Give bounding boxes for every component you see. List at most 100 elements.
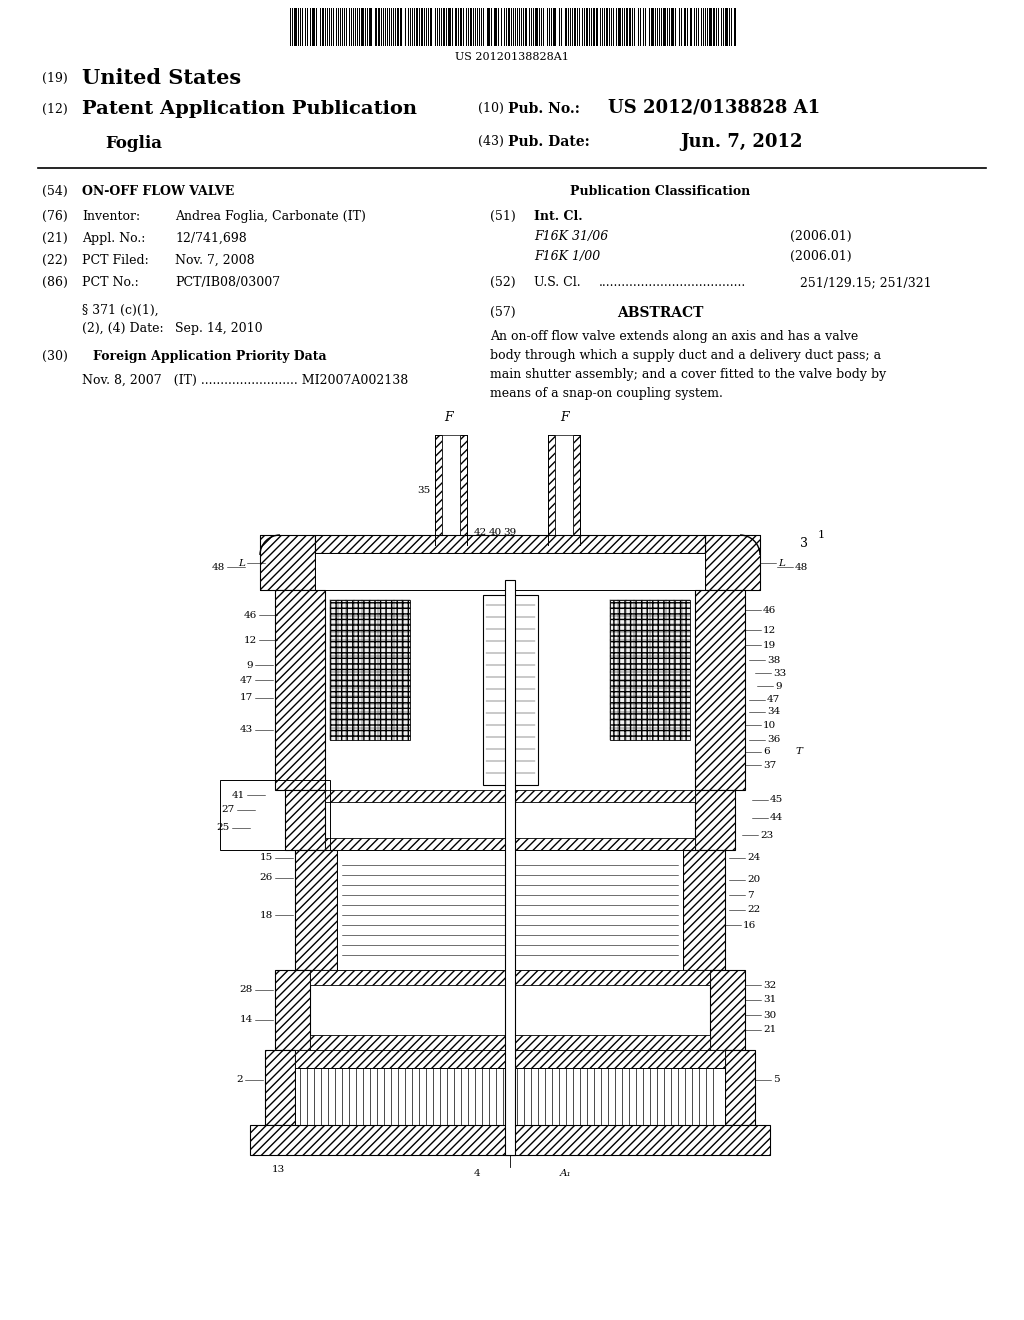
Text: (30): (30) xyxy=(42,350,68,363)
Text: T: T xyxy=(795,747,802,756)
Text: 19: 19 xyxy=(763,640,776,649)
Bar xyxy=(553,8,556,46)
Text: 23: 23 xyxy=(760,830,773,840)
Text: (12): (12) xyxy=(42,103,68,116)
Bar xyxy=(555,436,573,545)
Bar xyxy=(626,8,628,46)
Text: 14: 14 xyxy=(240,1015,253,1024)
Bar xyxy=(294,8,297,46)
Bar xyxy=(369,8,372,46)
Text: Int. Cl.: Int. Cl. xyxy=(534,210,583,223)
Bar xyxy=(596,8,598,46)
Text: 18: 18 xyxy=(260,911,273,920)
Bar xyxy=(535,8,538,46)
Bar xyxy=(285,789,325,850)
Text: Inventor:: Inventor: xyxy=(82,210,140,223)
Bar xyxy=(618,8,621,46)
Text: 1: 1 xyxy=(818,531,825,540)
Text: 12/741,698: 12/741,698 xyxy=(175,232,247,246)
Text: 24: 24 xyxy=(746,854,760,862)
Text: Sep. 14, 2010: Sep. 14, 2010 xyxy=(175,322,262,335)
Text: 16: 16 xyxy=(743,920,757,929)
Text: 46: 46 xyxy=(244,611,257,619)
Text: 5: 5 xyxy=(773,1076,779,1085)
Bar xyxy=(525,8,527,46)
Text: 32: 32 xyxy=(763,981,776,990)
Text: PCT/IB08/03007: PCT/IB08/03007 xyxy=(175,276,281,289)
Text: (22): (22) xyxy=(42,253,68,267)
Text: (2006.01): (2006.01) xyxy=(790,249,852,263)
Text: F16K 1/00: F16K 1/00 xyxy=(534,249,600,263)
Bar xyxy=(416,8,418,46)
Text: 6: 6 xyxy=(763,747,770,756)
Text: main shutter assembly; and a cover fitted to the valve body by: main shutter assembly; and a cover fitte… xyxy=(490,368,886,381)
Bar xyxy=(709,8,712,46)
Text: 34: 34 xyxy=(767,708,780,717)
Text: 21: 21 xyxy=(763,1026,776,1035)
Bar xyxy=(460,8,462,46)
Text: Pub. No.:: Pub. No.: xyxy=(508,102,580,116)
Text: 13: 13 xyxy=(271,1166,285,1175)
Bar xyxy=(310,970,710,985)
Text: (10): (10) xyxy=(478,102,504,115)
Bar xyxy=(725,1049,755,1125)
Bar xyxy=(310,1035,710,1049)
Bar xyxy=(470,8,472,46)
Text: 25: 25 xyxy=(217,824,230,833)
Text: 43: 43 xyxy=(240,726,253,734)
Bar xyxy=(663,8,666,46)
Text: Appl. No.:: Appl. No.: xyxy=(82,232,145,246)
Bar xyxy=(565,8,567,46)
Text: 31: 31 xyxy=(763,995,776,1005)
Text: Nov. 7, 2008: Nov. 7, 2008 xyxy=(175,253,255,267)
Bar xyxy=(483,595,538,785)
Bar xyxy=(220,780,330,850)
Bar xyxy=(315,535,705,553)
Bar xyxy=(397,8,399,46)
Text: 2: 2 xyxy=(237,1076,243,1085)
Text: ......................................: ...................................... xyxy=(599,276,746,289)
Bar xyxy=(322,8,324,46)
Text: 48: 48 xyxy=(212,562,225,572)
Text: 40: 40 xyxy=(488,528,502,536)
Text: US 2012/0138828 A1: US 2012/0138828 A1 xyxy=(608,99,820,117)
Bar xyxy=(574,8,575,46)
Text: ON-OFF FLOW VALVE: ON-OFF FLOW VALVE xyxy=(82,185,234,198)
Bar xyxy=(260,535,315,590)
Bar xyxy=(400,8,402,46)
Bar xyxy=(435,436,442,545)
Text: 20: 20 xyxy=(746,875,760,884)
Text: Publication Classification: Publication Classification xyxy=(570,185,751,198)
Text: Nov. 8, 2007   (IT) ......................... MI2007A002138: Nov. 8, 2007 (IT) ......................… xyxy=(82,374,409,387)
Bar xyxy=(505,579,515,1155)
Bar xyxy=(325,789,695,803)
Bar xyxy=(494,8,497,46)
Text: (21): (21) xyxy=(42,232,68,246)
Bar xyxy=(683,850,725,970)
Bar xyxy=(361,8,364,46)
Bar xyxy=(725,8,728,46)
Bar xyxy=(713,8,715,46)
Bar xyxy=(375,8,377,46)
Text: (2006.01): (2006.01) xyxy=(790,230,852,243)
Bar xyxy=(265,1049,295,1125)
Text: (57): (57) xyxy=(490,306,516,319)
Text: 3: 3 xyxy=(800,536,808,549)
Bar xyxy=(573,436,580,545)
Text: F: F xyxy=(443,411,453,424)
Text: 47: 47 xyxy=(767,696,780,705)
Text: 30: 30 xyxy=(763,1011,776,1019)
Text: 27: 27 xyxy=(222,805,234,814)
Text: L: L xyxy=(778,558,784,568)
Text: 7: 7 xyxy=(746,891,754,899)
Bar xyxy=(443,8,445,46)
Bar xyxy=(421,8,423,46)
Bar xyxy=(295,1049,725,1068)
Text: F: F xyxy=(560,411,568,424)
Bar xyxy=(690,8,692,46)
Bar xyxy=(548,436,555,545)
Text: 9: 9 xyxy=(775,681,781,690)
Text: 39: 39 xyxy=(504,528,517,536)
Bar xyxy=(671,8,674,46)
Bar xyxy=(487,8,490,46)
